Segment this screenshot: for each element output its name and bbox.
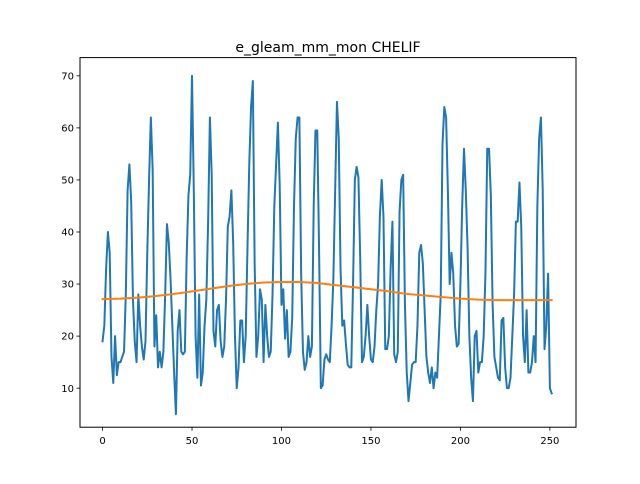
x-tick-label: 50: [186, 436, 199, 447]
chart-title: e_gleam_mm_mon CHELIF: [235, 40, 420, 56]
y-tick-label: 30: [61, 280, 74, 291]
y-tick-label: 10: [61, 384, 74, 395]
y-tick-label: 60: [61, 123, 74, 134]
y-tick-label: 70: [61, 71, 74, 82]
x-axis: 0 50 100 150 200 250: [99, 427, 559, 447]
y-tick-label: 50: [61, 176, 74, 187]
y-axis: 10 20 30 40 50 60 70: [61, 71, 80, 395]
x-tick-label: 200: [451, 436, 470, 447]
plot-frame: [79, 57, 577, 428]
series-line-2: [101, 280, 553, 302]
x-tick-label: 100: [272, 436, 291, 447]
series-line-1: [101, 74, 553, 416]
x-tick-label: 150: [361, 436, 380, 447]
y-tick-label: 40: [61, 228, 74, 239]
series-layer: [101, 74, 553, 416]
y-tick-label: 20: [61, 332, 74, 343]
x-tick-label: 250: [540, 436, 559, 447]
x-tick-label: 0: [99, 436, 105, 447]
